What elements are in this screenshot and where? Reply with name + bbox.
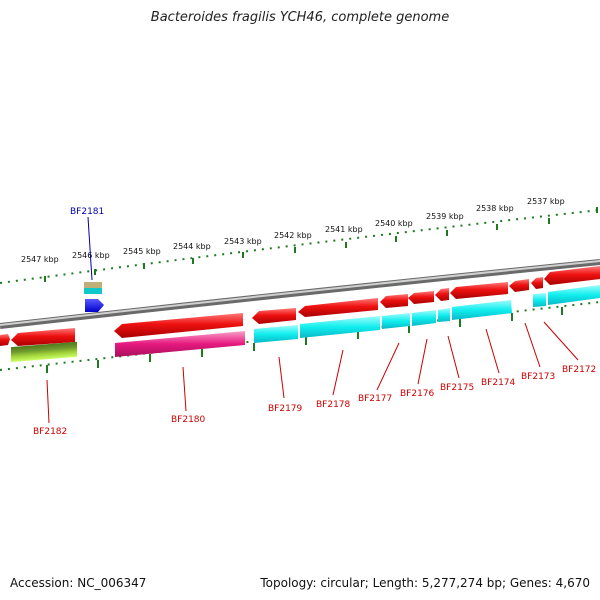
gene-red-bf2178[interactable] <box>298 298 378 317</box>
gene-cyan-bf2176[interactable] <box>412 310 436 326</box>
scale-label-2537: 2537 kbp <box>527 197 565 206</box>
gene-bf2181-group <box>84 282 104 312</box>
gene-red-bf2173[interactable] <box>509 279 529 292</box>
label-bf2181[interactable]: BF2181 <box>70 207 104 217</box>
genome-backbone-highlight <box>0 260 600 326</box>
gene-cyan-bf2175[interactable] <box>438 308 450 322</box>
scale-label-2539: 2539 kbp <box>426 212 464 221</box>
scale-label-2538: 2538 kbp <box>476 204 514 213</box>
scale-label-2540: 2540 kbp <box>375 219 413 228</box>
label-bf2178[interactable]: BF2178 <box>316 400 351 410</box>
scale-label-2543: 2543 kbp <box>224 237 262 246</box>
inner-scale-ticks <box>46 307 563 373</box>
gene-cyan-bf2177[interactable] <box>382 313 410 329</box>
scale-label-2541: 2541 kbp <box>325 225 363 234</box>
label-bf2180[interactable]: BF2180 <box>171 415 206 425</box>
gene-cyan-bf2172-a[interactable] <box>533 293 546 307</box>
forward-strand-genes <box>0 266 600 346</box>
gene-bf2181-teal[interactable] <box>84 288 102 294</box>
gene-red-bf2177[interactable] <box>380 294 408 308</box>
scale-label-2542: 2542 kbp <box>274 231 312 240</box>
gene-magenta-bf2180[interactable] <box>115 331 245 357</box>
gene-red-bf2172-b[interactable] <box>544 266 600 285</box>
label-bf2173[interactable]: BF2173 <box>521 372 555 382</box>
label-bf2179[interactable]: BF2179 <box>268 404 303 414</box>
gene-bf2181-blue[interactable] <box>85 299 104 312</box>
label-bf2175[interactable]: BF2175 <box>440 383 474 393</box>
scale-label-2547: 2547 kbp <box>21 255 59 264</box>
gene-red-bf2174[interactable] <box>450 282 508 299</box>
gene-red-bf2176[interactable] <box>408 291 434 304</box>
gene-cyan-bf2178[interactable] <box>300 316 380 338</box>
label-bf2176[interactable]: BF2176 <box>400 389 435 399</box>
gene-red-bf2180-region[interactable] <box>114 313 243 338</box>
gene-cyan-bf2179[interactable] <box>254 325 298 343</box>
reverse-strand-genes <box>11 285 600 363</box>
gene-red-bf2172-a[interactable] <box>531 277 543 289</box>
genome-summary-text: Topology: circular; Length: 5,277,274 bp… <box>260 576 590 590</box>
gene-red-bf2179[interactable] <box>252 308 296 324</box>
scale-label-2545: 2545 kbp <box>123 247 161 256</box>
gene-green-bf2182[interactable] <box>11 341 77 363</box>
label-bf2174[interactable]: BF2174 <box>481 378 516 388</box>
gene-cyan-bf2174[interactable] <box>452 300 512 320</box>
gene-cyan-bf2172-b[interactable] <box>548 285 600 305</box>
accession-text: Accession: NC_006347 <box>10 576 147 590</box>
gene-red-left-edge[interactable] <box>0 334 10 346</box>
gene-labels: BF2181 BF2182 BF2180 BF2179 BF2178 BF217… <box>33 207 596 437</box>
gene-red-bf2175[interactable] <box>435 288 449 301</box>
map-title: Bacteroides fragilis YCH46, complete gen… <box>150 10 450 25</box>
label-leader-lines <box>46 321 579 424</box>
gene-bf2181-tan[interactable] <box>84 282 102 288</box>
gene-red-bf2182-region[interactable] <box>11 328 75 346</box>
label-bf2182[interactable]: BF2182 <box>33 427 67 437</box>
label-bf2172[interactable]: BF2172 <box>562 365 596 375</box>
scale-label-2544: 2544 kbp <box>173 242 211 251</box>
outer-scale-ticks <box>44 207 598 282</box>
bf2181-leader-line <box>87 216 93 281</box>
label-bf2177[interactable]: BF2177 <box>358 394 392 404</box>
